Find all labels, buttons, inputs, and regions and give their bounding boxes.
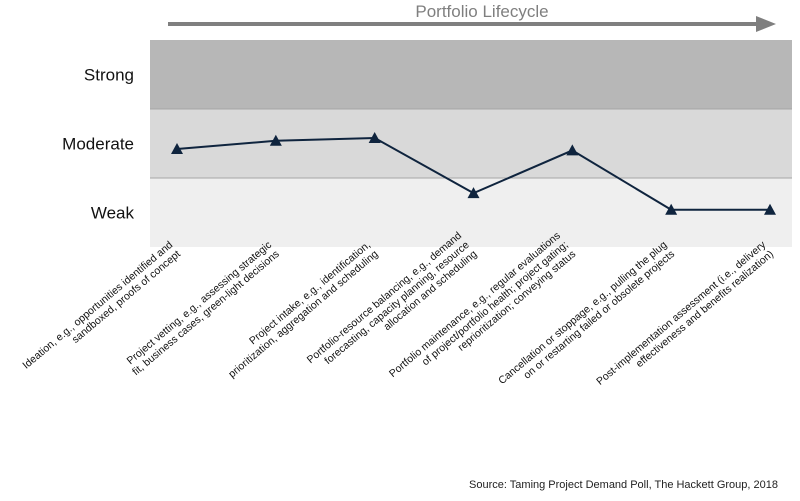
band-strong — [150, 40, 792, 109]
category-label: Post-implementation assessment (i.e., de… — [594, 238, 776, 387]
data-point-marker — [269, 134, 282, 146]
category-label: Portfolio-resource balancing, e.g., dema… — [305, 230, 480, 367]
band-label-strong: Strong — [84, 66, 134, 85]
category-label: Portfolio maintenance, e.g., regular eva… — [387, 230, 578, 380]
category-label-line: Post-implementation assessment (i.e., de… — [594, 238, 769, 387]
data-point-marker — [171, 143, 183, 155]
band-weak — [150, 178, 792, 247]
chart-title: Portfolio Lifecycle — [415, 2, 548, 21]
data-point-marker — [368, 131, 381, 143]
source-note: Source: Taming Project Demand Poll, The … — [469, 479, 778, 491]
band-label-weak: Weak — [91, 204, 135, 223]
band-moderate — [150, 109, 792, 178]
band-label-moderate: Moderate — [62, 135, 134, 154]
data-point-marker — [764, 203, 776, 215]
data-point-marker — [467, 187, 480, 199]
data-point-marker — [665, 203, 678, 215]
lifecycle-arrow-head — [756, 16, 776, 32]
data-point-marker — [566, 144, 579, 156]
